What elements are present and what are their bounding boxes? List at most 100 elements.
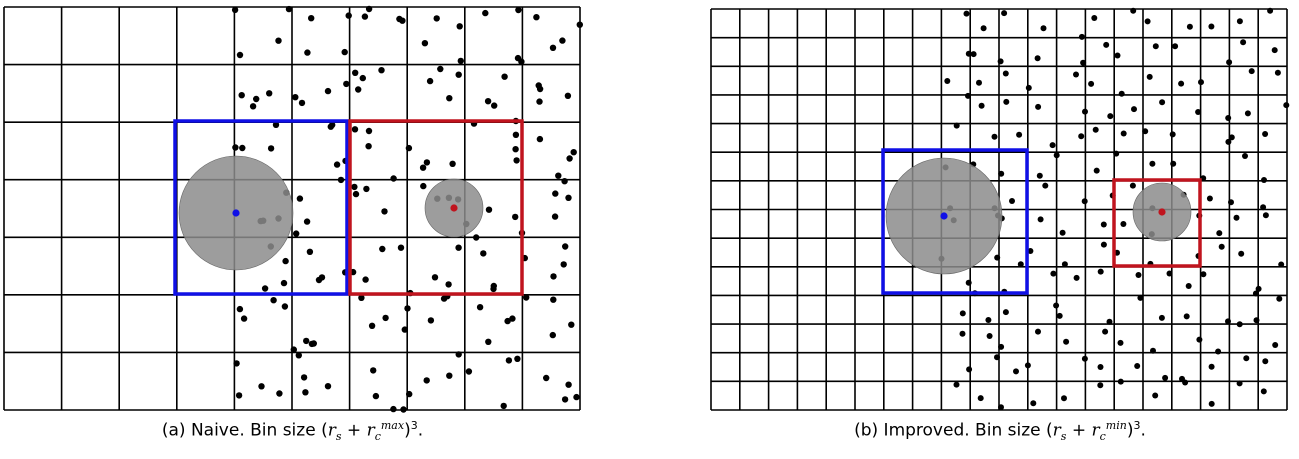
particle-point	[379, 245, 386, 253]
particle-point	[1134, 363, 1141, 369]
particle-point	[535, 82, 542, 89]
particle-point	[382, 314, 389, 322]
particle-point	[1100, 241, 1107, 248]
particle-point	[329, 121, 336, 129]
particle-point	[235, 392, 243, 399]
particle-point	[1009, 198, 1015, 204]
particle-point	[1063, 338, 1070, 345]
particle-point	[401, 326, 408, 333]
particle-point	[491, 102, 498, 109]
particle-point	[455, 244, 462, 251]
particle-point	[355, 86, 362, 93]
particle-point	[513, 157, 520, 164]
particle-point	[365, 127, 373, 135]
particle-point	[570, 149, 577, 156]
particle-point	[485, 338, 492, 345]
particle-point	[985, 317, 992, 323]
particle-point	[512, 213, 519, 221]
particle-point	[397, 244, 405, 251]
particle-point	[976, 79, 982, 86]
particle-point	[272, 121, 280, 128]
particle-point	[512, 146, 519, 153]
particle-point	[1262, 358, 1269, 365]
particle-point	[390, 175, 397, 182]
particle-point	[1129, 182, 1136, 189]
particle-point	[562, 243, 569, 250]
particle-point	[1228, 134, 1235, 141]
particle-point	[509, 315, 516, 322]
particle-point	[1276, 295, 1283, 302]
neighbor-box-blue	[173, 119, 349, 296]
particle-point	[1078, 133, 1085, 140]
particle-point	[368, 322, 376, 329]
particle-point	[485, 206, 493, 213]
particle-point	[1035, 103, 1042, 110]
particle-point	[1097, 268, 1104, 275]
particle-point	[564, 92, 572, 100]
particle-point	[1118, 90, 1125, 97]
particle-point	[303, 337, 310, 345]
particle-point	[1016, 131, 1023, 138]
particle-point	[480, 250, 487, 257]
particle-point	[550, 296, 557, 303]
particle-point	[378, 67, 385, 74]
particle-point	[1135, 272, 1142, 278]
particle-point	[1100, 221, 1107, 228]
particle-point	[1262, 131, 1269, 137]
particle-point	[1208, 400, 1215, 407]
particle-point	[1114, 52, 1121, 59]
particle-point	[501, 73, 508, 80]
particle-point	[253, 95, 260, 103]
particle-point	[512, 131, 520, 138]
particle-point	[304, 49, 311, 56]
caption-b: (b) Improved. Bin size (rs + rcmin)3.	[854, 419, 1146, 444]
particle-point	[1040, 25, 1047, 32]
particle-point	[1244, 110, 1251, 117]
particle-point	[1050, 270, 1057, 277]
particle-point	[1030, 400, 1037, 407]
particle-point	[270, 297, 277, 304]
particle-point	[1146, 73, 1153, 80]
figure	[3, 5, 1290, 413]
particle-point	[991, 133, 998, 140]
particle-point	[343, 80, 350, 88]
particle-point	[267, 145, 275, 152]
particle-point	[1149, 160, 1156, 167]
particle-point	[232, 144, 239, 151]
particle-point	[421, 40, 429, 47]
neighbor-box-red	[1112, 178, 1202, 268]
caption-b-label: (b) Improved. Bin size	[854, 420, 1046, 441]
particle-point	[1200, 271, 1207, 278]
particle-point	[959, 330, 966, 337]
particle-point	[238, 92, 245, 99]
particle-point	[446, 372, 453, 379]
particle-point	[351, 126, 359, 133]
particle-point	[399, 17, 406, 24]
particle-point	[514, 54, 522, 62]
particle-point	[1185, 283, 1192, 289]
particle-point	[1183, 313, 1190, 320]
particle-point	[303, 218, 311, 225]
particle-point	[505, 357, 513, 364]
particle-point	[426, 77, 434, 85]
particle-point	[944, 78, 951, 84]
particle-point	[1162, 374, 1169, 381]
particle-point	[559, 37, 566, 44]
particle-point	[1056, 312, 1063, 319]
particle-point	[372, 392, 380, 400]
particle-point	[341, 48, 348, 56]
particle-point	[423, 159, 431, 166]
particle-point	[427, 317, 435, 324]
particle-point	[302, 389, 309, 396]
particle-point	[550, 273, 557, 280]
particle-point	[565, 194, 572, 201]
particle-point	[298, 99, 306, 107]
particle-point	[457, 57, 464, 65]
particle-point	[555, 172, 562, 179]
particle-point	[1120, 221, 1127, 227]
particle-point	[420, 182, 427, 190]
particle-point	[1092, 126, 1099, 133]
particle-point	[1195, 109, 1202, 115]
particle-point	[449, 160, 456, 167]
particle-point	[361, 13, 369, 20]
